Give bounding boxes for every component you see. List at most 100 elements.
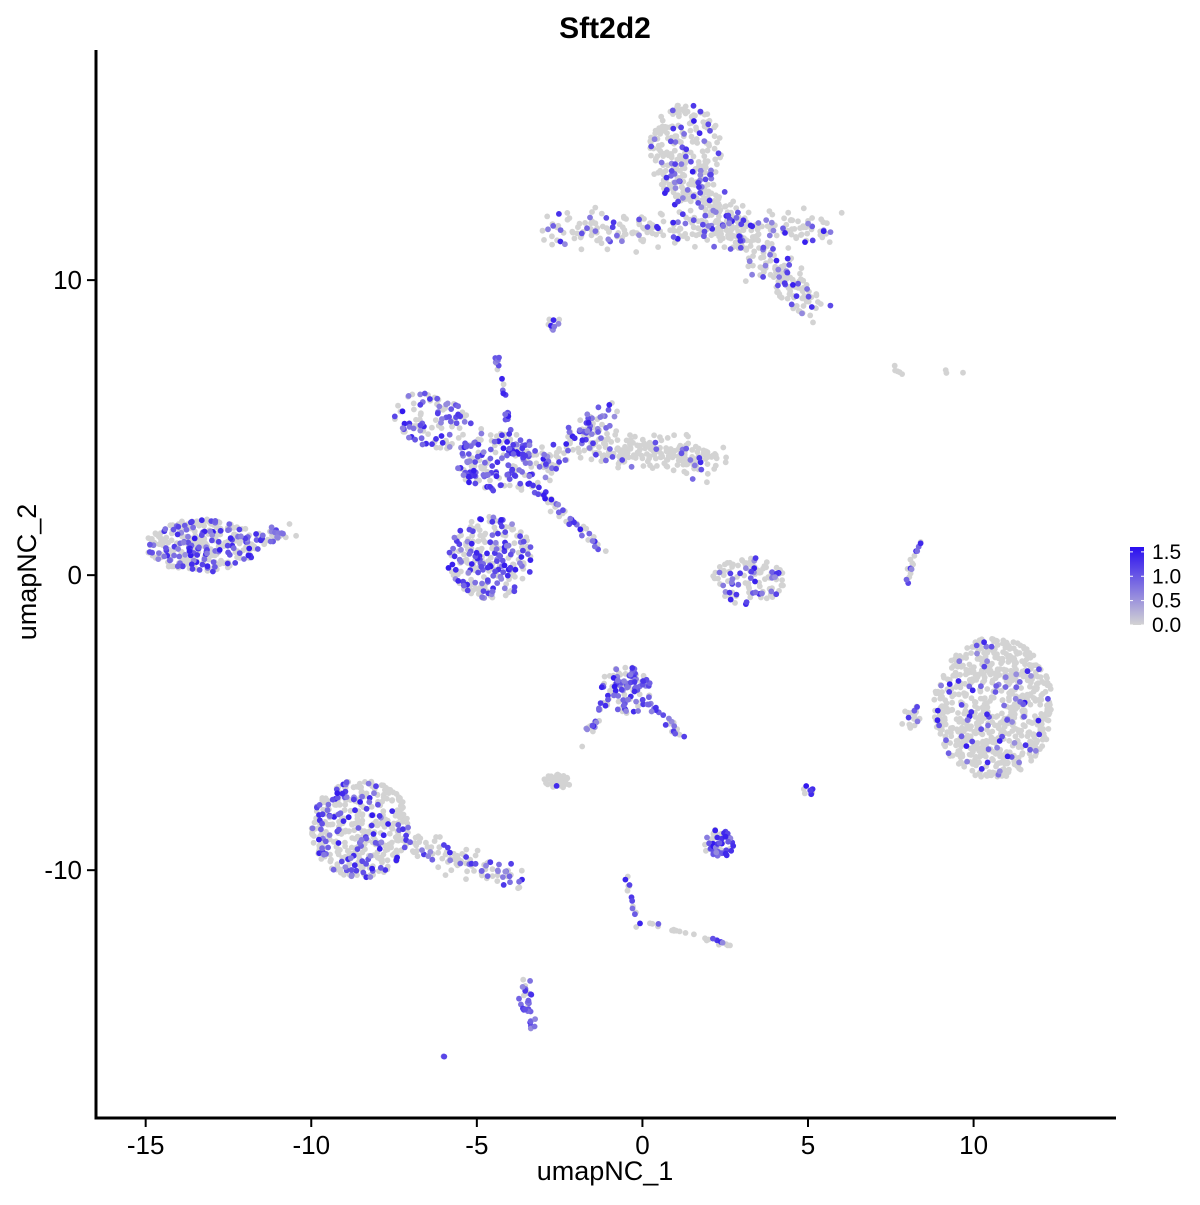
umap-point bbox=[238, 533, 244, 540]
umap-point bbox=[773, 591, 780, 598]
umap-point bbox=[377, 864, 384, 871]
umap-point bbox=[1039, 678, 1045, 685]
umap-point bbox=[596, 444, 602, 451]
umap-point bbox=[668, 168, 675, 174]
umap-point bbox=[599, 421, 605, 428]
umap-point bbox=[704, 479, 710, 486]
umap-point bbox=[981, 639, 987, 646]
umap-point bbox=[372, 839, 379, 846]
umap-point bbox=[560, 782, 567, 789]
x-tick-label: 5 bbox=[801, 1130, 815, 1160]
umap-point bbox=[646, 455, 652, 462]
umap-point bbox=[210, 559, 217, 565]
umap-point bbox=[1000, 637, 1007, 644]
umap-point bbox=[451, 534, 458, 541]
umap-point bbox=[584, 428, 591, 434]
umap-point bbox=[579, 743, 586, 750]
umap-point bbox=[343, 794, 350, 800]
umap-point bbox=[978, 726, 985, 733]
umap-point bbox=[629, 230, 636, 237]
umap-point bbox=[701, 111, 708, 118]
umap-point bbox=[592, 228, 599, 235]
umap-point bbox=[708, 232, 715, 239]
umap-point bbox=[964, 723, 971, 729]
umap-point bbox=[747, 243, 754, 249]
umap-point bbox=[780, 225, 786, 232]
umap-point bbox=[326, 832, 333, 838]
umap-point bbox=[689, 138, 696, 145]
umap-point bbox=[547, 508, 554, 515]
umap-point bbox=[690, 217, 697, 224]
umap-point bbox=[618, 447, 625, 453]
umap-point bbox=[394, 832, 401, 839]
umap-point bbox=[657, 167, 664, 174]
umap-point bbox=[487, 554, 494, 561]
umap-point bbox=[401, 420, 408, 427]
umap-point bbox=[776, 274, 782, 280]
umap-point bbox=[954, 663, 961, 670]
umap-point bbox=[1016, 679, 1023, 685]
umap-point bbox=[705, 181, 711, 188]
umap-point bbox=[704, 237, 711, 243]
umap-point bbox=[678, 161, 685, 168]
umap-point bbox=[620, 697, 627, 703]
umap-point bbox=[703, 847, 709, 854]
umap-point bbox=[384, 795, 390, 802]
umap-point bbox=[541, 451, 548, 458]
umap-point bbox=[1012, 733, 1019, 740]
umap-point bbox=[373, 783, 379, 790]
umap-point bbox=[974, 650, 980, 657]
umap-point bbox=[517, 480, 524, 487]
umap-point bbox=[712, 156, 719, 163]
umap-point bbox=[956, 718, 962, 725]
umap-point bbox=[445, 565, 452, 571]
umap-point bbox=[725, 838, 732, 845]
umap-point bbox=[556, 448, 562, 454]
umap-point bbox=[348, 855, 354, 861]
umap-point bbox=[1032, 752, 1039, 759]
umap-point bbox=[478, 868, 485, 874]
umap-point bbox=[670, 219, 677, 226]
umap-point bbox=[438, 433, 445, 439]
umap-point bbox=[944, 705, 950, 712]
umap-point bbox=[618, 686, 625, 693]
umap-point bbox=[996, 738, 1003, 744]
umap-point bbox=[336, 818, 342, 825]
umap-point bbox=[729, 576, 736, 582]
umap-point bbox=[354, 846, 361, 852]
umap-point bbox=[632, 433, 638, 440]
umap-point bbox=[674, 106, 681, 113]
umap-point bbox=[577, 454, 584, 461]
umap-point bbox=[1043, 736, 1050, 743]
umap-point bbox=[589, 538, 596, 544]
umap-point bbox=[368, 822, 375, 829]
umap-point bbox=[752, 589, 759, 596]
umap-point bbox=[348, 844, 355, 851]
umap-point bbox=[606, 402, 613, 408]
umap-point bbox=[367, 853, 374, 859]
umap-point bbox=[636, 691, 643, 698]
umap-point bbox=[690, 112, 697, 118]
umap-point bbox=[584, 411, 591, 418]
umap-point bbox=[384, 846, 391, 853]
umap-point bbox=[566, 429, 573, 435]
umap-point bbox=[1008, 667, 1014, 674]
umap-point bbox=[526, 569, 533, 575]
colorbar-tick-label: 1.5 bbox=[1152, 541, 1181, 564]
umap-point bbox=[640, 224, 646, 231]
umap-point bbox=[1012, 695, 1019, 702]
umap-point bbox=[784, 255, 791, 262]
umap-point bbox=[354, 815, 361, 822]
umap-point bbox=[502, 868, 509, 875]
umap-point bbox=[412, 436, 418, 443]
umap-point bbox=[687, 207, 694, 214]
umap-point bbox=[487, 539, 494, 546]
umap-point bbox=[505, 462, 512, 469]
umap-point bbox=[518, 487, 525, 493]
umap-point bbox=[209, 537, 215, 544]
umap-point bbox=[733, 205, 740, 212]
umap-point bbox=[768, 588, 775, 595]
umap-point bbox=[660, 712, 667, 718]
umap-point bbox=[446, 444, 453, 450]
umap-point bbox=[527, 978, 533, 984]
